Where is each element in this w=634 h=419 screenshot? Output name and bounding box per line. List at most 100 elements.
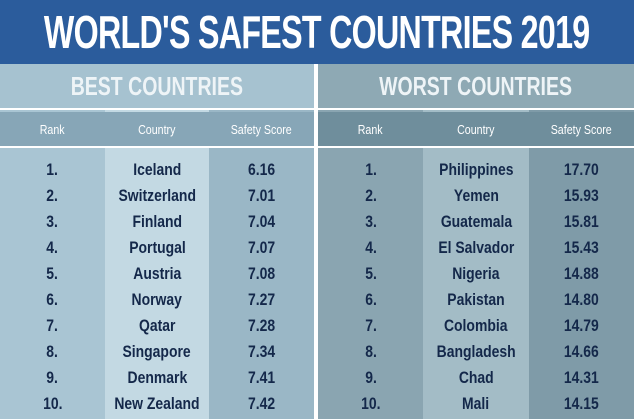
- text: 4.: [46, 237, 59, 257]
- text: Finland: [132, 211, 182, 231]
- table-cell: 5.: [0, 260, 105, 287]
- text: BEST COUNTRIES: [70, 70, 244, 101]
- text: 15.81: [563, 211, 599, 231]
- table-cell: New Zealand: [105, 390, 210, 417]
- text: 7.08: [248, 263, 276, 283]
- text: Austria: [132, 263, 181, 283]
- text: 4.: [364, 237, 377, 257]
- text: Qatar: [138, 315, 176, 335]
- table-cell: 7.28: [209, 312, 314, 339]
- title-bar: WORLD'S SAFEST COUNTRIES 2019: [0, 0, 634, 64]
- column-header: Rank: [0, 112, 105, 148]
- text: Nigeria: [452, 263, 500, 283]
- text: 7.: [364, 315, 377, 335]
- text: 15.43: [563, 237, 599, 257]
- text: Colombia: [444, 315, 508, 335]
- text: Portugal: [128, 237, 186, 257]
- table-cell: 7.: [318, 312, 423, 339]
- table-cell: 2.: [318, 182, 423, 209]
- text: 1.: [364, 159, 377, 179]
- table-cell: 7.42: [209, 390, 314, 417]
- text: 7.27: [248, 289, 276, 309]
- table-cell: Guatemala: [423, 208, 528, 235]
- text: 3.: [46, 211, 59, 231]
- column-header: Safety Score: [209, 112, 314, 148]
- text: New Zealand: [114, 393, 200, 413]
- table-cell: Mali: [423, 390, 528, 417]
- table-cell: 10.: [0, 390, 105, 417]
- text: 14.80: [563, 289, 599, 309]
- table-cell: Austria: [105, 260, 210, 287]
- table-cell: Chad: [423, 364, 528, 391]
- table-cell: 14.80: [529, 286, 634, 313]
- table-cell: 6.: [318, 286, 423, 313]
- table-cell: 10.: [318, 390, 423, 417]
- table-cell: Colombia: [423, 312, 528, 339]
- text: 7.41: [248, 367, 276, 387]
- table-cell: Philippines: [423, 156, 528, 183]
- text: 7.28: [248, 315, 276, 335]
- text: 1.: [46, 159, 59, 179]
- table-cell: 5.: [318, 260, 423, 287]
- table-cell: 14.15: [529, 390, 634, 417]
- text: Rank: [39, 121, 65, 137]
- table-cell: Nigeria: [423, 260, 528, 287]
- text: Yemen: [453, 185, 499, 205]
- text: 6.: [46, 289, 59, 309]
- text: Pakistan: [447, 289, 505, 309]
- text: Switzerland: [118, 185, 196, 205]
- table-cell: Portugal: [105, 234, 210, 261]
- table-cell: 14.79: [529, 312, 634, 339]
- table-cell: 1.: [0, 156, 105, 183]
- text: 7.01: [248, 185, 276, 205]
- text: 7.34: [248, 341, 276, 361]
- table-cell: 7.01: [209, 182, 314, 209]
- table-cell: 8.: [0, 338, 105, 365]
- text: Singapore: [122, 341, 192, 361]
- text: 14.66: [563, 341, 599, 361]
- text: Norway: [131, 289, 183, 309]
- text: Bangladesh: [436, 341, 516, 361]
- column-bg: [423, 110, 529, 419]
- table-cell: 3.: [318, 208, 423, 235]
- table-cell: 9.: [0, 364, 105, 391]
- table-cell: 14.31: [529, 364, 634, 391]
- text: 2.: [364, 185, 377, 205]
- table-cell: Finland: [105, 208, 210, 235]
- table-cell: 1.: [318, 156, 423, 183]
- table-cell: 7.: [0, 312, 105, 339]
- table-cell: Bangladesh: [423, 338, 528, 365]
- table-cell: 7.07: [209, 234, 314, 261]
- text: 5.: [364, 263, 377, 283]
- table-cell: Qatar: [105, 312, 210, 339]
- text: Country: [457, 121, 495, 137]
- table-cell: Switzerland: [105, 182, 210, 209]
- text: 8.: [46, 341, 59, 361]
- text: 2.: [46, 185, 59, 205]
- column-header: Rank: [318, 112, 424, 148]
- column-header: Safety Score: [528, 112, 634, 148]
- text: Country: [138, 121, 176, 137]
- text: Safety Score: [550, 121, 612, 137]
- text: 10.: [360, 393, 381, 413]
- text: 14.79: [563, 315, 599, 335]
- table-cell: 9.: [318, 364, 423, 391]
- text: 7.04: [248, 211, 276, 231]
- table-cell: 7.04: [209, 208, 314, 235]
- table-cell: Iceland: [105, 156, 210, 183]
- column-bg: [528, 110, 634, 419]
- text: 7.: [46, 315, 59, 335]
- title: WORLD'S SAFEST COUNTRIES 2019: [44, 6, 590, 58]
- text: Safety Score: [231, 121, 293, 137]
- text: 3.: [364, 211, 377, 231]
- column-bg: [209, 110, 314, 419]
- text: 6.16: [248, 159, 276, 179]
- text: Guatemala: [440, 211, 512, 231]
- section-heading: WORST COUNTRIES: [318, 64, 634, 110]
- text: 9.: [364, 367, 377, 387]
- text: 7.07: [248, 237, 276, 257]
- table-cell: 15.93: [529, 182, 634, 209]
- text: 15.93: [563, 185, 599, 205]
- table-cell: 8.: [318, 338, 423, 365]
